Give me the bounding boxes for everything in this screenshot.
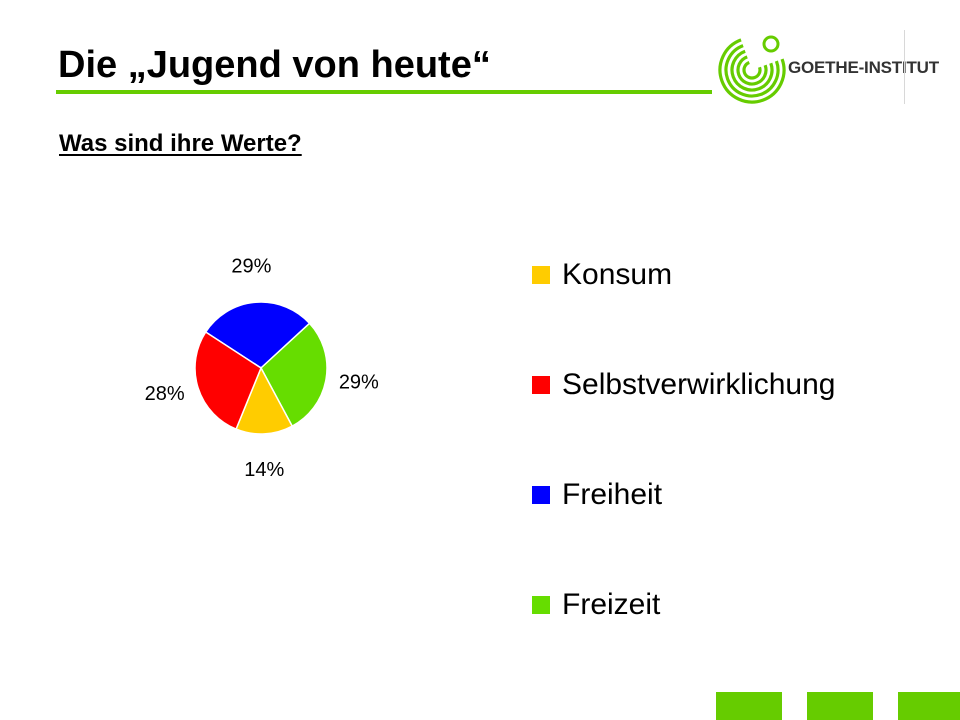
legend-label-konsum: Konsum bbox=[562, 258, 673, 291]
footer-block-1 bbox=[716, 692, 782, 720]
pie-slice-freizeit bbox=[260, 322, 328, 428]
slide-subtitle: Was sind ihre Werte? bbox=[59, 130, 302, 157]
legend-swatch-selbstverwirklichung bbox=[532, 376, 550, 394]
footer-block-3 bbox=[898, 692, 960, 720]
pie-data-label-selbstverwirklichung: 28% bbox=[145, 383, 185, 405]
pie-slice-selbstverwirklichung bbox=[194, 331, 262, 431]
legend-label-freizeit: Freizeit bbox=[562, 588, 661, 621]
pie-data-label-konsum: 14% bbox=[244, 459, 284, 481]
pie-data-label-freiheit: 29% bbox=[231, 255, 271, 277]
legend-swatch-freizeit bbox=[532, 596, 550, 614]
pie-slice-konsum bbox=[235, 366, 294, 435]
legend-label-selbstverwirklichung: Selbstverwirklichung bbox=[562, 368, 836, 401]
goethe-institut-logo: GOETHE-INSTITUT bbox=[718, 30, 939, 104]
legend-swatch-freiheit bbox=[532, 486, 550, 504]
logo-divider bbox=[904, 30, 905, 104]
legend-swatch-konsum bbox=[532, 266, 550, 284]
title-underline-rule bbox=[56, 90, 712, 94]
goethe-institut-logo-icon bbox=[718, 35, 786, 104]
footer-block-2 bbox=[807, 692, 873, 720]
pie-slice-freiheit bbox=[204, 301, 311, 369]
legend-label-freiheit: Freiheit bbox=[562, 478, 663, 511]
pie-data-label-freizeit: 29% bbox=[339, 371, 379, 393]
slide-title: Die „Jugend von heute“ bbox=[58, 44, 491, 86]
goethe-institut-wordmark: GOETHE-INSTITUT bbox=[788, 58, 939, 77]
